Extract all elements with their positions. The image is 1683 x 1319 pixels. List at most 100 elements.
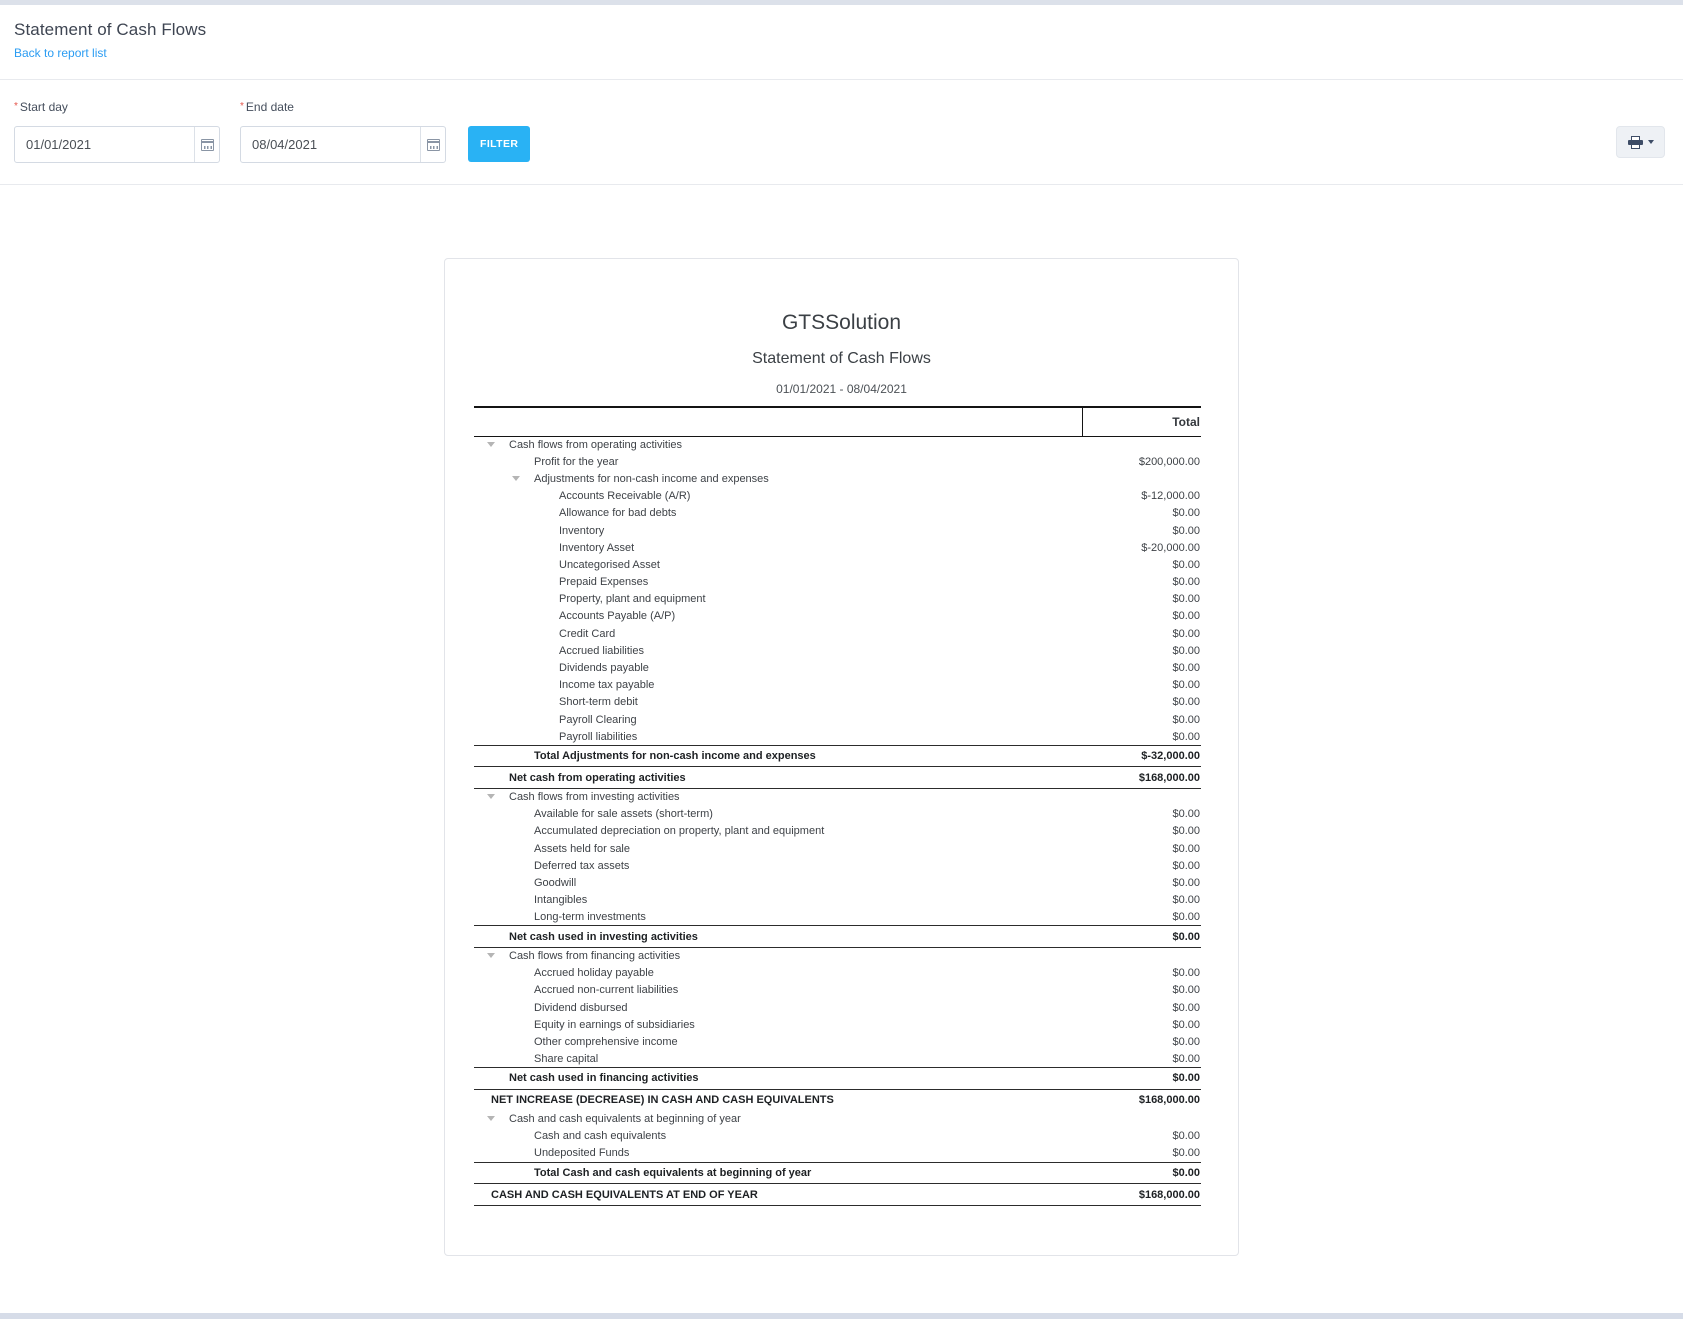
table-header-row: Total <box>474 406 1201 437</box>
row-label-cell: Available for sale assets (short-term) <box>474 806 1082 823</box>
row-label: Net cash used in investing activities <box>509 930 698 943</box>
row-value: $-20,000.00 <box>1141 541 1200 554</box>
row-label-cell: Net cash from operating activities <box>474 766 1082 789</box>
chevron-down-icon <box>1647 140 1654 144</box>
row-label-cell: Credit Card <box>474 625 1082 642</box>
report-table-body: Cash flows from operating activities Prof… <box>474 436 1201 1206</box>
row-label-cell: Dividends payable <box>474 659 1082 676</box>
calendar-icon <box>200 138 214 151</box>
row-label: Assets held for sale <box>534 842 630 855</box>
row-label-cell: Undeposited Funds <box>474 1145 1082 1162</box>
table-row: Undeposited Funds $0.00 <box>474 1145 1201 1162</box>
start-day-label: * Start day <box>14 100 68 114</box>
report-title: Statement of Cash Flows <box>752 350 931 367</box>
row-label: CASH AND CASH EQUIVALENTS AT END OF YEAR <box>491 1188 758 1201</box>
row-value: $0.00 <box>1172 1001 1200 1014</box>
row-label: Accounts Receivable (A/R) <box>559 490 691 503</box>
row-label: Accrued liabilities <box>559 644 644 657</box>
row-label-cell: Adjustments for non-cash income and expe… <box>474 470 1082 487</box>
row-value: $0.00 <box>1172 558 1200 571</box>
row-value: $0.00 <box>1172 1147 1200 1160</box>
row-label-cell: Net cash used in financing activities <box>474 1067 1082 1090</box>
row-label: NET INCREASE (DECREASE) IN CASH AND CASH… <box>491 1094 834 1107</box>
row-value <box>1082 788 1201 805</box>
required-asterisk: * <box>240 101 244 112</box>
row-value <box>1082 470 1201 487</box>
collapse-triangle-icon[interactable] <box>487 441 495 447</box>
row-value: $0.00 <box>1172 662 1200 675</box>
table-row: Accounts Payable (A/P) $0.00 <box>474 608 1201 625</box>
row-value: $0.00 <box>1172 730 1200 743</box>
row-label-cell: Profit for the year <box>474 453 1082 470</box>
table-row: Equity in earnings of subsidiaries $0.00 <box>474 1016 1201 1033</box>
row-value: $0.00 <box>1172 911 1200 924</box>
row-label: Equity in earnings of subsidiaries <box>534 1018 695 1031</box>
filter-divider <box>0 184 1683 185</box>
row-label: Payroll Clearing <box>559 713 637 726</box>
row-label-cell: Cash and cash equivalents at beginning o… <box>474 1111 1082 1128</box>
row-label: Uncategorised Asset <box>559 558 660 571</box>
table-row: Other comprehensive income $0.00 <box>474 1033 1201 1050</box>
row-value: $-32,000.00 <box>1082 744 1201 768</box>
collapse-triangle-icon[interactable] <box>487 794 495 800</box>
row-value <box>1082 947 1201 964</box>
row-value: $0.00 <box>1172 876 1200 889</box>
row-label: Undeposited Funds <box>534 1147 630 1160</box>
row-label-cell: Accrued holiday payable <box>474 965 1082 982</box>
row-label: Prepaid Expenses <box>559 576 649 589</box>
row-value: $0.00 <box>1172 713 1200 726</box>
row-label: Deferred tax assets <box>534 859 630 872</box>
row-label: Profit for the year <box>534 455 619 468</box>
table-row: Dividends payable $0.00 <box>474 659 1201 676</box>
row-label-cell: Assets held for sale <box>474 840 1082 857</box>
print-button[interactable] <box>1616 126 1665 158</box>
table-row: Accrued non-current liabilities $0.00 <box>474 982 1201 999</box>
row-value: $0.00 <box>1172 1035 1200 1048</box>
total-column-header: Total <box>1081 406 1201 437</box>
row-label-cell: Cash and cash equivalents <box>474 1128 1082 1145</box>
table-row: Goodwill $0.00 <box>474 874 1201 891</box>
row-label-cell: Income tax payable <box>474 677 1082 694</box>
start-day-calendar-button[interactable] <box>194 127 219 162</box>
row-value: $168,000.00 <box>1082 1183 1201 1206</box>
collapse-triangle-icon[interactable] <box>487 953 495 959</box>
start-day-input[interactable] <box>15 127 194 162</box>
table-row: Share capital $0.00 <box>474 1051 1201 1068</box>
company-name: GTSSolution <box>781 311 902 334</box>
table-row: Profit for the year $200,000.00 <box>474 453 1201 470</box>
table-row: Adjustments for non-cash income and expe… <box>474 470 1201 487</box>
row-label-cell: Short-term debit <box>474 694 1082 711</box>
back-to-report-list-link[interactable]: Back to report list <box>14 46 107 60</box>
end-date-calendar-button[interactable] <box>420 127 445 162</box>
row-label: Accumulated depreciation on property, pl… <box>534 825 825 838</box>
table-row: Available for sale assets (short-term) $0… <box>474 806 1201 823</box>
row-label: Income tax payable <box>559 679 655 692</box>
row-value: $0.00 <box>1172 984 1200 997</box>
table-row: Net cash used in financing activities $0.… <box>474 1067 1201 1090</box>
table-row: Cash flows from financing activities <box>474 947 1201 964</box>
filter-button[interactable]: FILTER <box>468 126 531 162</box>
row-label-cell: Equity in earnings of subsidiaries <box>474 1016 1082 1033</box>
row-label-cell: Total Cash and cash equivalents at begin… <box>474 1161 1082 1185</box>
row-label-cell: Property, plant and equipment <box>474 591 1082 608</box>
collapse-triangle-icon[interactable] <box>512 475 520 481</box>
row-label-cell: Cash flows from financing activities <box>474 947 1082 964</box>
page-title: Statement of Cash Flows <box>14 20 207 39</box>
row-label-cell: CASH AND CASH EQUIVALENTS AT END OF YEAR <box>474 1183 1082 1206</box>
end-date-input[interactable] <box>241 127 420 162</box>
row-label-cell: Deferred tax assets <box>474 857 1082 874</box>
table-row: Intangibles $0.00 <box>474 892 1201 909</box>
table-row: Cash flows from investing activities <box>474 788 1201 805</box>
row-label: Short-term debit <box>559 696 638 709</box>
row-value: $0.00 <box>1172 610 1200 623</box>
row-label: Cash flows from financing activities <box>509 950 681 963</box>
row-label: Property, plant and equipment <box>559 593 706 606</box>
row-label-cell: Uncategorised Asset <box>474 556 1082 573</box>
collapse-triangle-icon[interactable] <box>487 1116 495 1122</box>
row-label-cell: Total Adjustments for non-cash income an… <box>474 744 1082 768</box>
table-row: Prepaid Expenses $0.00 <box>474 574 1201 591</box>
table-row: Allowance for bad debts $0.00 <box>474 505 1201 522</box>
row-value: $-12,000.00 <box>1141 490 1200 503</box>
cash-flow-table: Total Cash flows from operating activiti… <box>474 406 1201 1206</box>
row-label-cell: NET INCREASE (DECREASE) IN CASH AND CASH… <box>474 1088 1082 1111</box>
